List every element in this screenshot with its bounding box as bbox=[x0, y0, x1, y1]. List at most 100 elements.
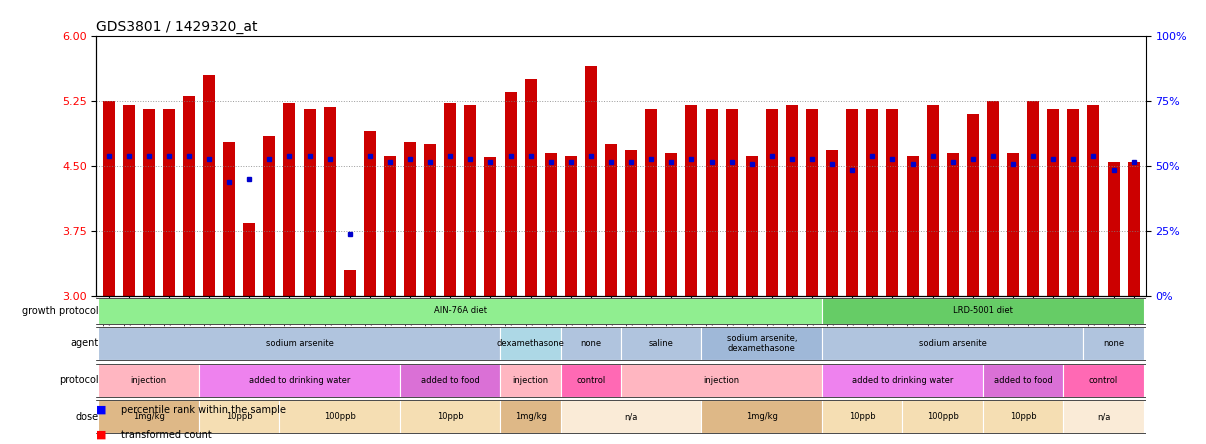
Bar bbox=[525, 79, 537, 297]
Text: saline: saline bbox=[649, 339, 674, 348]
Text: 10ppb: 10ppb bbox=[437, 412, 463, 421]
Text: 10ppb: 10ppb bbox=[849, 412, 876, 421]
Text: 1mg/kg: 1mg/kg bbox=[515, 412, 546, 421]
Bar bbox=[1107, 162, 1119, 297]
FancyBboxPatch shape bbox=[99, 364, 199, 396]
Text: 10ppb: 10ppb bbox=[226, 412, 252, 421]
Bar bbox=[826, 151, 838, 297]
FancyBboxPatch shape bbox=[1064, 400, 1143, 433]
Text: growth protocol: growth protocol bbox=[22, 306, 99, 316]
Bar bbox=[123, 105, 135, 297]
Bar bbox=[223, 142, 235, 297]
FancyBboxPatch shape bbox=[500, 327, 561, 360]
Text: 100ppb: 100ppb bbox=[926, 412, 959, 421]
Bar bbox=[1007, 153, 1019, 297]
FancyBboxPatch shape bbox=[99, 327, 500, 360]
FancyBboxPatch shape bbox=[1064, 364, 1143, 396]
FancyBboxPatch shape bbox=[983, 400, 1064, 433]
FancyBboxPatch shape bbox=[99, 400, 199, 433]
Bar bbox=[323, 107, 335, 297]
Text: AIN-76A diet: AIN-76A diet bbox=[434, 306, 487, 315]
FancyBboxPatch shape bbox=[561, 364, 621, 396]
Bar bbox=[786, 105, 798, 297]
Bar bbox=[283, 103, 295, 297]
Text: injection: injection bbox=[703, 376, 739, 385]
FancyBboxPatch shape bbox=[822, 298, 1143, 324]
FancyBboxPatch shape bbox=[822, 400, 902, 433]
Text: added to food: added to food bbox=[994, 376, 1053, 385]
Text: n/a: n/a bbox=[1096, 412, 1111, 421]
FancyBboxPatch shape bbox=[822, 327, 1083, 360]
Text: 10ppb: 10ppb bbox=[1009, 412, 1036, 421]
Bar bbox=[464, 105, 476, 297]
Bar bbox=[685, 105, 697, 297]
FancyBboxPatch shape bbox=[902, 400, 983, 433]
Bar bbox=[745, 155, 757, 297]
Bar bbox=[344, 270, 356, 297]
Bar bbox=[163, 110, 175, 297]
Bar bbox=[504, 92, 516, 297]
Bar bbox=[866, 110, 878, 297]
Bar bbox=[645, 110, 657, 297]
Text: protocol: protocol bbox=[59, 375, 99, 385]
Text: sodium arsenite: sodium arsenite bbox=[919, 339, 987, 348]
Bar bbox=[203, 75, 215, 297]
FancyBboxPatch shape bbox=[1083, 327, 1143, 360]
Bar bbox=[585, 66, 597, 297]
Text: control: control bbox=[576, 376, 605, 385]
FancyBboxPatch shape bbox=[400, 364, 500, 396]
Text: injection: injection bbox=[513, 376, 549, 385]
Bar bbox=[907, 155, 919, 297]
Bar bbox=[886, 110, 898, 297]
Text: LRD-5001 diet: LRD-5001 diet bbox=[953, 306, 1013, 315]
Text: sodium arsenite: sodium arsenite bbox=[265, 339, 333, 348]
Text: added to drinking water: added to drinking water bbox=[851, 376, 953, 385]
Bar bbox=[806, 110, 818, 297]
FancyBboxPatch shape bbox=[822, 364, 983, 396]
FancyBboxPatch shape bbox=[199, 364, 400, 396]
Bar bbox=[384, 155, 396, 297]
Bar bbox=[564, 155, 576, 297]
Text: n/a: n/a bbox=[625, 412, 638, 421]
Bar bbox=[1128, 162, 1140, 297]
FancyBboxPatch shape bbox=[500, 364, 561, 396]
Text: sodium arsenite,
dexamethasone: sodium arsenite, dexamethasone bbox=[726, 334, 797, 353]
Text: none: none bbox=[580, 339, 602, 348]
Bar bbox=[1088, 105, 1100, 297]
Bar bbox=[304, 110, 316, 297]
Text: transformed count: transformed count bbox=[121, 429, 211, 440]
Text: added to food: added to food bbox=[421, 376, 480, 385]
Bar bbox=[364, 131, 376, 297]
FancyBboxPatch shape bbox=[199, 400, 280, 433]
Text: ■: ■ bbox=[96, 429, 107, 440]
Bar bbox=[1067, 110, 1079, 297]
FancyBboxPatch shape bbox=[400, 400, 500, 433]
Bar bbox=[1028, 101, 1040, 297]
Bar bbox=[706, 110, 718, 297]
Text: agent: agent bbox=[70, 338, 99, 349]
Bar bbox=[103, 101, 115, 297]
FancyBboxPatch shape bbox=[983, 364, 1064, 396]
Bar bbox=[444, 103, 456, 297]
FancyBboxPatch shape bbox=[702, 327, 822, 360]
FancyBboxPatch shape bbox=[561, 327, 621, 360]
Bar bbox=[425, 144, 437, 297]
Bar bbox=[263, 135, 275, 297]
Text: dose: dose bbox=[75, 412, 99, 422]
Bar bbox=[726, 110, 738, 297]
Bar bbox=[847, 110, 859, 297]
FancyBboxPatch shape bbox=[500, 400, 561, 433]
Text: none: none bbox=[1103, 339, 1124, 348]
Text: 1mg/kg: 1mg/kg bbox=[745, 412, 778, 421]
Text: 1mg/kg: 1mg/kg bbox=[133, 412, 165, 421]
Bar bbox=[625, 151, 637, 297]
Bar bbox=[244, 222, 256, 297]
Bar bbox=[987, 101, 999, 297]
FancyBboxPatch shape bbox=[702, 400, 822, 433]
Bar bbox=[766, 110, 778, 297]
Text: GDS3801 / 1429320_at: GDS3801 / 1429320_at bbox=[96, 20, 258, 35]
FancyBboxPatch shape bbox=[621, 327, 702, 360]
Bar bbox=[666, 153, 678, 297]
Text: added to drinking water: added to drinking water bbox=[248, 376, 350, 385]
FancyBboxPatch shape bbox=[561, 400, 702, 433]
